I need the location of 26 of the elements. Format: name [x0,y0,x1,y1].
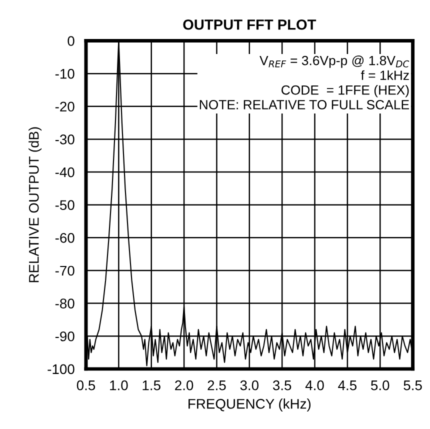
x-tick-label: 5.0 [371,380,390,390]
y-tick-label: -70 [55,266,74,276]
x-tick-label: 0.5 [76,380,96,390]
x-tick-label: 1.0 [110,380,128,390]
x-tick-label: 2.5 [208,380,226,390]
y-tick-label: -50 [55,200,74,210]
x-tick-label: 4.0 [305,380,324,390]
y-tick-label: -80 [55,298,74,308]
y-tick-label: -10 [55,68,74,79]
y-tick-label: -20 [55,102,74,112]
x-tick-label: 1.5 [142,380,160,390]
x-tick-label: 4.5 [338,380,357,390]
y-tick-label: -60 [55,233,74,243]
x-tick-label: 5.5 [404,380,422,390]
x-tick-label: 2.0 [175,380,194,390]
y-tick-label: -40 [55,167,74,178]
y-tick-label: -30 [55,134,74,144]
x-tick-label: 3.0 [240,380,259,390]
x-tick-label: 3.5 [272,380,292,390]
y-axis-title: RELATIVE OUTPUT (dB) [28,127,42,282]
x-axis-title: FREQUENCY (kHz) [188,398,311,412]
chart-title: OUTPUT FFT PLOT [183,19,316,30]
y-tick-label: -90 [55,331,74,342]
annotation: V$_{REF}$ = 3.6Vp-p @ 1.8V$_{DC}$ f = 1kHz CODE = 1FFE (HEX) NOTE: RELATIVE TO FULL SCALE [200,56,410,110]
y-tick-label: -100 [48,364,74,374]
y-tick-label: 0 [68,36,74,46]
